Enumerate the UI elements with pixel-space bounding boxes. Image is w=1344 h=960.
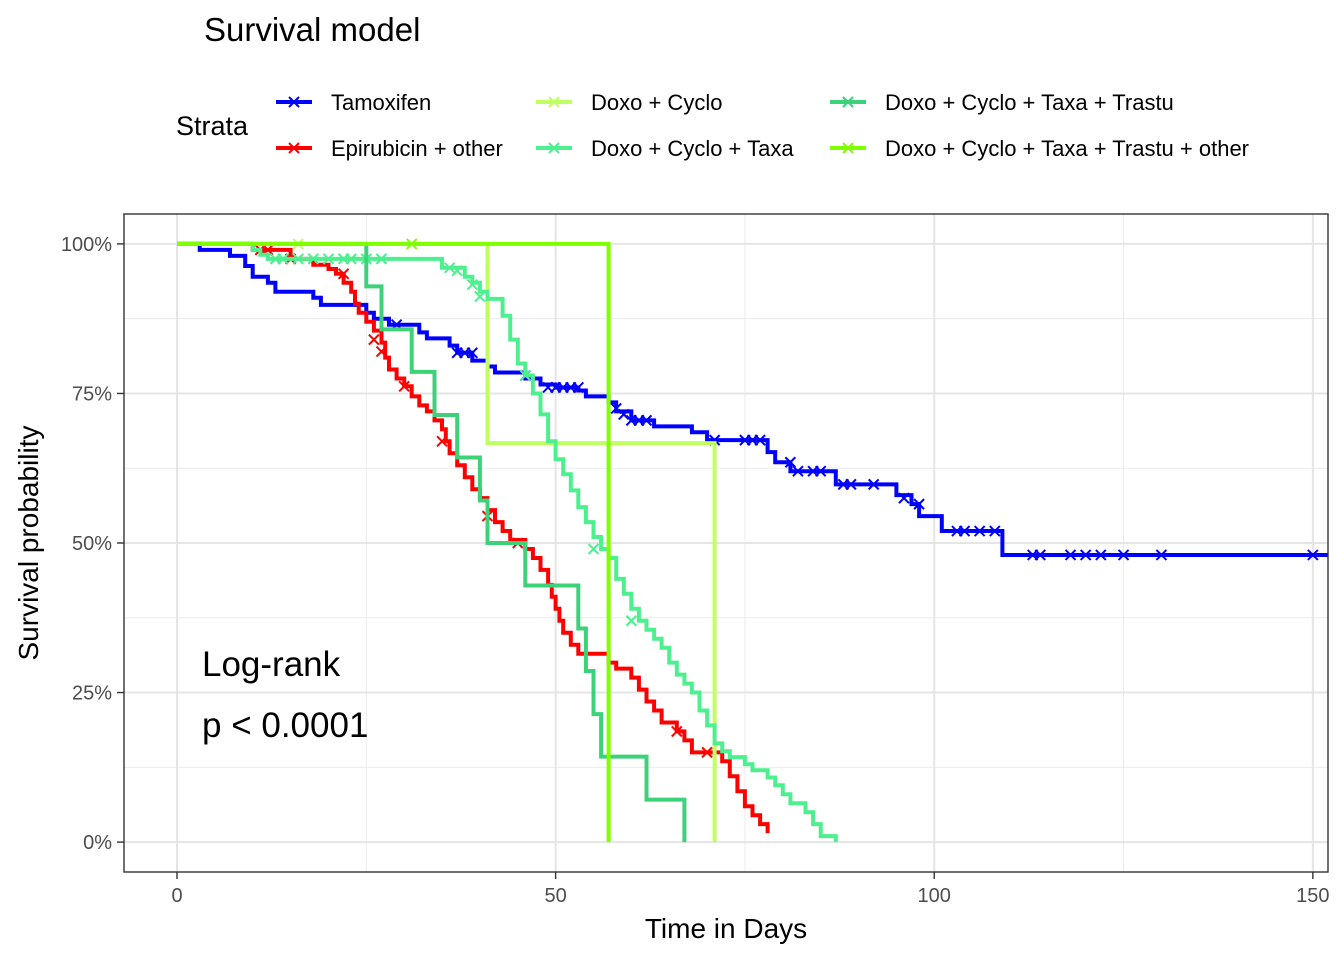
y-tick-label: 75% [72,383,112,405]
series-layer [177,238,1328,843]
censor-mark [345,253,357,265]
censor-mark [814,465,827,477]
legend-item-doxo-cyclo: Doxo + Cyclo [536,90,722,115]
censor-mark [640,414,653,427]
censor-mark [1079,549,1092,561]
censor-mark [958,525,971,537]
censor-mark [406,238,418,250]
legend-label: Tamoxifen [331,90,431,115]
legend-censor-mark [288,142,300,154]
survival-curve-doxo-cyclo-taxa-trastu-other [177,241,611,843]
censor-mark [398,380,410,392]
legend: Strata Tamoxifen Epirubicin + other Doxo +… [176,90,1249,161]
censor-mark [973,525,986,537]
x-tick-label: 50 [544,885,566,907]
y-tick-label: 25% [72,683,112,705]
censor-mark [375,253,388,265]
censor-mark [307,253,320,265]
legend-item-tamoxifen: Tamoxifen [276,90,431,115]
y-axis: 0% 25% 50% 75% 100% [61,234,124,854]
censor-mark [443,262,456,274]
grid [124,214,1328,872]
x-tick-label: 0 [171,885,182,907]
censor-mark [375,345,388,358]
censor-mark [451,265,463,277]
censor-mark [701,746,713,759]
censor-mark [1307,549,1319,561]
legend-item-epirubicin-other: Epirubicin + other [276,136,503,161]
logrank-label: Log-rank [202,645,341,684]
legend-censor-mark [548,96,560,108]
censor-mark [474,290,486,303]
legend-label: Doxo + Cyclo + Taxa + Trastu [885,90,1174,115]
survival-curve-doxo-cyclo-taxa [177,241,838,843]
censor-mark [466,278,479,291]
censor-mark [898,492,910,504]
censor-mark [792,465,804,477]
censor-mark [1034,549,1046,561]
x-axis-label: Time in Days [645,913,807,944]
censor-mark [610,402,622,415]
censor-mark [337,268,350,280]
censor-mark [1155,549,1168,561]
legend-title: Strata [176,111,249,141]
censor-mark [1117,549,1130,561]
censor-mark [466,347,479,359]
censor-mark [867,478,880,491]
legend-item-doxo-cyclo-taxa: Doxo + Cyclo + Taxa [536,136,794,161]
legend-censor-mark [288,96,300,108]
censor-mark [277,253,289,265]
legend-label: Doxo + Cyclo + Taxa + Trastu + other [885,136,1249,161]
pvalue-label: p < 0.0001 [202,706,368,745]
censor-mark [618,408,630,421]
legend-label: Doxo + Cyclo + Taxa [591,136,794,161]
censor-mark [1064,549,1077,561]
y-tick-label: 0% [83,832,112,854]
censor-mark [368,333,380,346]
x-axis: 0 50 100 150 [171,872,1330,907]
censor-mark [292,253,304,265]
censor-mark [754,434,766,446]
censor-mark [519,369,532,382]
x-tick-label: 100 [918,885,951,907]
legend-item-doxo-cyclo-taxa-trastu-other: Doxo + Cyclo + Taxa + Trastu + other [830,136,1249,161]
chart-title: Survival model [204,11,420,48]
legend-censor-mark [548,142,560,154]
legend-item-doxo-cyclo-taxa-trastu: Doxo + Cyclo + Taxa + Trastu [830,90,1174,115]
legend-label: Epirubicin + other [331,136,503,161]
legend-censor-mark [842,142,854,154]
survival-curve-doxo-cyclo-taxa-trastu [177,241,687,843]
censor-mark [845,478,857,491]
censor-mark [572,381,585,394]
censor-mark [587,543,600,555]
survival-curve-epirubicin-other [177,241,770,834]
censor-mark [671,725,683,738]
x-tick-label: 150 [1296,885,1329,907]
censor-mark [1095,549,1107,561]
legend-censor-mark [842,96,854,108]
censor-mark [989,525,1001,537]
censor-mark [322,253,335,265]
series-doxo-cyclo-taxa-trastu-other [177,238,611,843]
y-tick-label: 50% [72,533,112,555]
censor-mark [913,498,925,510]
y-axis-label: Survival probability [13,426,44,661]
legend-label: Doxo + Cyclo [591,90,722,115]
y-tick-label: 100% [61,234,112,256]
censor-mark [625,615,638,627]
series-doxo-cyclo-taxa-trastu [177,241,687,843]
censor-mark [436,435,448,448]
